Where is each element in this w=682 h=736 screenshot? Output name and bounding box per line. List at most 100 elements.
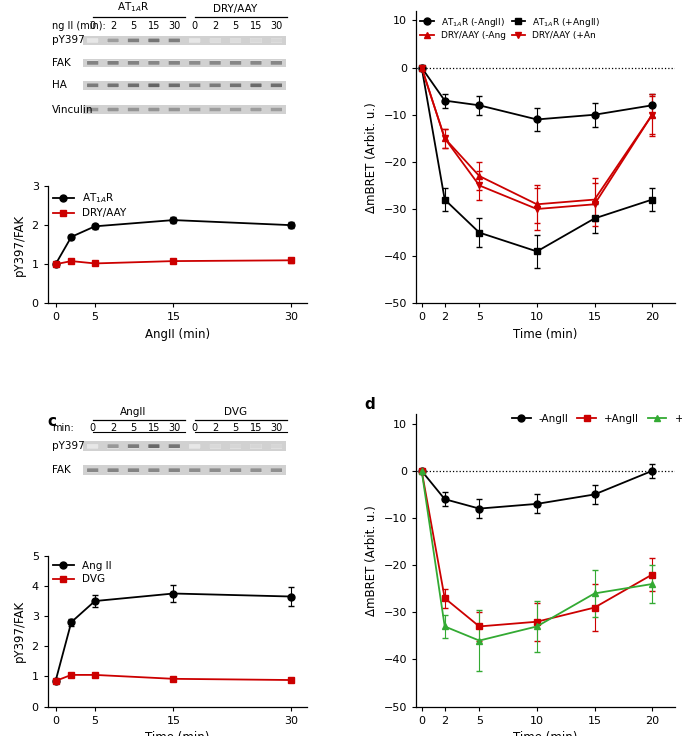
Bar xyxy=(148,468,160,473)
Bar xyxy=(83,105,286,114)
FancyBboxPatch shape xyxy=(189,38,201,42)
FancyBboxPatch shape xyxy=(148,61,160,65)
FancyBboxPatch shape xyxy=(148,107,160,111)
Text: min:: min: xyxy=(52,422,74,433)
Bar xyxy=(189,468,201,473)
Text: 5: 5 xyxy=(233,422,239,433)
Bar xyxy=(83,442,286,451)
FancyBboxPatch shape xyxy=(108,107,119,111)
FancyBboxPatch shape xyxy=(209,107,221,111)
Bar xyxy=(168,107,180,112)
FancyBboxPatch shape xyxy=(250,107,262,111)
FancyBboxPatch shape xyxy=(230,107,241,111)
Bar xyxy=(271,444,282,448)
FancyBboxPatch shape xyxy=(250,445,262,448)
Text: AT$_{1A}$R: AT$_{1A}$R xyxy=(117,0,149,14)
FancyBboxPatch shape xyxy=(128,468,139,472)
Text: 30: 30 xyxy=(270,21,282,31)
Text: c: c xyxy=(48,414,57,429)
Text: 30: 30 xyxy=(168,21,181,31)
Bar xyxy=(87,60,98,66)
Text: 2: 2 xyxy=(212,422,218,433)
Bar xyxy=(250,468,262,473)
Bar xyxy=(108,60,119,66)
Bar xyxy=(271,60,282,66)
FancyBboxPatch shape xyxy=(230,445,241,448)
Text: 0: 0 xyxy=(89,422,95,433)
FancyBboxPatch shape xyxy=(271,61,282,65)
FancyBboxPatch shape xyxy=(230,38,241,42)
FancyBboxPatch shape xyxy=(108,38,119,42)
Bar xyxy=(189,444,201,448)
FancyBboxPatch shape xyxy=(108,445,119,448)
Text: FAK: FAK xyxy=(52,58,70,68)
Bar xyxy=(209,107,221,112)
Text: 15: 15 xyxy=(148,422,160,433)
FancyBboxPatch shape xyxy=(271,107,282,111)
FancyBboxPatch shape xyxy=(108,83,119,88)
Bar xyxy=(108,83,119,88)
Bar xyxy=(271,38,282,43)
Text: pY397: pY397 xyxy=(52,441,85,451)
FancyBboxPatch shape xyxy=(250,61,262,65)
FancyBboxPatch shape xyxy=(250,468,262,472)
Bar xyxy=(250,107,262,112)
FancyBboxPatch shape xyxy=(209,468,221,472)
Bar xyxy=(250,83,262,88)
FancyBboxPatch shape xyxy=(189,83,201,88)
Text: 2: 2 xyxy=(110,21,116,31)
FancyBboxPatch shape xyxy=(148,468,160,472)
FancyBboxPatch shape xyxy=(189,107,201,111)
FancyBboxPatch shape xyxy=(128,107,139,111)
FancyBboxPatch shape xyxy=(230,61,241,65)
FancyBboxPatch shape xyxy=(168,445,180,448)
FancyBboxPatch shape xyxy=(168,468,180,472)
Bar xyxy=(87,107,98,112)
FancyBboxPatch shape xyxy=(128,61,139,65)
Legend: -AngII, +AngII, +DVG: -AngII, +AngII, +DVG xyxy=(512,414,682,424)
FancyBboxPatch shape xyxy=(271,38,282,42)
Bar xyxy=(108,468,119,473)
Bar xyxy=(168,60,180,66)
Bar xyxy=(189,60,201,66)
Y-axis label: pY397/FAK: pY397/FAK xyxy=(13,600,26,662)
Bar xyxy=(230,468,241,473)
Text: d: d xyxy=(364,397,375,411)
FancyBboxPatch shape xyxy=(108,61,119,65)
Bar xyxy=(128,60,139,66)
Text: 30: 30 xyxy=(270,422,282,433)
Bar xyxy=(230,60,241,66)
Bar xyxy=(108,107,119,112)
Text: 15: 15 xyxy=(250,21,262,31)
FancyBboxPatch shape xyxy=(168,83,180,88)
Y-axis label: ΔmBRET (Arbit. u.): ΔmBRET (Arbit. u.) xyxy=(365,505,378,616)
Bar xyxy=(148,60,160,66)
FancyBboxPatch shape xyxy=(87,468,98,472)
Bar xyxy=(87,468,98,473)
FancyBboxPatch shape xyxy=(168,61,180,65)
Bar xyxy=(87,83,98,88)
Bar xyxy=(209,60,221,66)
FancyBboxPatch shape xyxy=(189,61,201,65)
Text: ng II (min):: ng II (min): xyxy=(52,21,106,31)
Bar xyxy=(128,107,139,112)
Bar xyxy=(128,83,139,88)
Bar xyxy=(83,36,286,45)
Bar xyxy=(271,468,282,473)
Text: Vinculin: Vinculin xyxy=(52,105,93,115)
Bar xyxy=(83,465,286,475)
FancyBboxPatch shape xyxy=(128,83,139,88)
Text: 5: 5 xyxy=(130,21,136,31)
X-axis label: AngII (min): AngII (min) xyxy=(145,328,210,341)
FancyBboxPatch shape xyxy=(209,83,221,88)
Bar xyxy=(168,444,180,448)
Text: 5: 5 xyxy=(130,422,136,433)
Bar xyxy=(250,60,262,66)
Bar xyxy=(230,107,241,112)
FancyBboxPatch shape xyxy=(250,38,262,42)
FancyBboxPatch shape xyxy=(230,468,241,472)
Bar xyxy=(250,444,262,448)
Bar xyxy=(87,38,98,43)
Text: DVG: DVG xyxy=(224,407,247,417)
Text: FAK: FAK xyxy=(52,465,70,475)
